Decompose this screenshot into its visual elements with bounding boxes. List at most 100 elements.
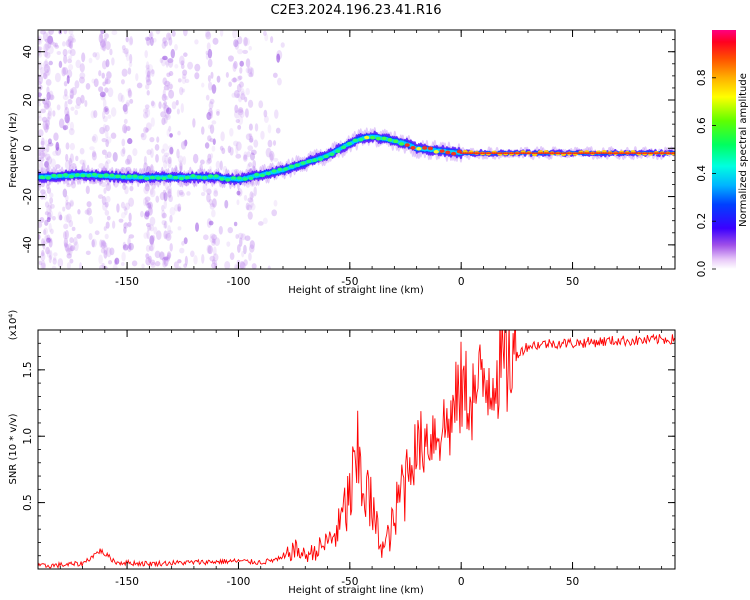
noise-point	[248, 162, 253, 168]
noise-point	[184, 255, 188, 266]
noise-point	[105, 71, 112, 79]
noise-point	[101, 240, 106, 247]
ridge-peak-point	[660, 152, 664, 155]
noise-point	[209, 203, 215, 210]
noise-point	[205, 52, 209, 60]
ridge-peak-point	[508, 152, 512, 155]
snr-frame	[37, 329, 676, 570]
noise-point	[267, 265, 271, 269]
noise-point	[67, 38, 72, 47]
noise-point	[145, 257, 152, 266]
ridge-peak-point	[517, 152, 521, 155]
noise-point	[48, 60, 53, 66]
ridge-peak-point	[459, 152, 463, 155]
noise-point	[124, 207, 128, 216]
ridge-core-point	[323, 154, 329, 159]
noise-point	[164, 154, 169, 164]
noise-point	[180, 140, 187, 150]
ridge-peak-point	[555, 152, 559, 155]
noise-point	[46, 38, 53, 44]
ridge-peak-point	[519, 152, 523, 155]
noise-point	[163, 230, 168, 240]
noise-point	[68, 30, 74, 35]
noise-point	[161, 257, 166, 266]
noise-point	[55, 147, 62, 156]
noise-point	[149, 188, 156, 198]
noise-point	[145, 78, 152, 86]
noise-point	[104, 106, 109, 113]
noise-point	[145, 244, 151, 252]
ridge-core-point	[120, 175, 127, 179]
ridge-peak-point	[669, 152, 672, 155]
noise-point	[205, 94, 210, 101]
noise-point	[62, 124, 69, 131]
noise-point	[205, 50, 209, 56]
noise-point	[125, 202, 131, 210]
noise-point	[63, 242, 68, 248]
noise-point	[66, 111, 70, 121]
noise-point	[163, 256, 167, 265]
ridge-peak-point	[477, 152, 481, 155]
noise-point	[44, 68, 49, 74]
noise-point	[243, 154, 248, 161]
colorbar-tick-label: 0.4	[696, 165, 708, 182]
noise-point	[201, 82, 205, 88]
chart-title: C2E3.2024.196.23.41.R16	[270, 3, 441, 18]
noise-point	[176, 189, 180, 198]
noise-point	[42, 72, 48, 80]
noise-point	[43, 227, 49, 236]
noise-point	[151, 69, 155, 75]
noise-point	[246, 163, 251, 173]
noise-point	[179, 55, 185, 66]
noise-point	[113, 259, 118, 266]
noise-point	[110, 107, 117, 117]
noise-point	[62, 188, 68, 198]
noise-point	[179, 165, 183, 173]
noise-point	[127, 244, 132, 253]
noise-point	[252, 159, 257, 169]
noise-point	[212, 37, 219, 45]
noise-point	[140, 132, 147, 141]
ridge-core-point	[103, 173, 109, 177]
noise-point	[164, 80, 171, 87]
noise-point	[173, 261, 179, 269]
noise-point	[235, 118, 241, 124]
noise-point	[79, 63, 85, 73]
noise-point	[240, 93, 246, 101]
noise-point	[45, 157, 50, 167]
noise-point	[249, 135, 254, 143]
noise-point	[212, 238, 217, 245]
noise-point	[249, 240, 255, 250]
noise-point	[184, 139, 188, 147]
noise-point	[128, 37, 134, 46]
noise-point	[163, 114, 168, 124]
noise-point	[174, 204, 180, 212]
noise-point	[167, 224, 172, 235]
noise-point	[160, 111, 166, 118]
noise-point	[243, 194, 248, 201]
noise-point	[212, 138, 216, 145]
noise-point	[132, 148, 138, 157]
noise-point	[111, 220, 116, 229]
noise-point	[98, 86, 104, 93]
noise-point	[118, 218, 124, 223]
noise-point	[46, 156, 53, 165]
noise-point	[69, 200, 74, 208]
noise-point	[165, 58, 169, 68]
noise-point	[273, 199, 278, 207]
noise-point	[43, 71, 49, 80]
noise-point	[205, 159, 211, 165]
noise-point	[136, 82, 143, 89]
noise-point	[122, 241, 127, 249]
noise-point	[135, 73, 139, 82]
noise-point	[104, 209, 110, 216]
noise-point	[57, 211, 62, 221]
ridge-peak-point	[606, 152, 610, 155]
noise-point	[245, 87, 250, 96]
noise-point	[206, 157, 212, 164]
noise-point	[70, 181, 77, 189]
noise-point	[216, 111, 220, 116]
noise-point	[245, 133, 252, 141]
noise-point	[162, 88, 166, 99]
noise-point	[152, 37, 157, 43]
